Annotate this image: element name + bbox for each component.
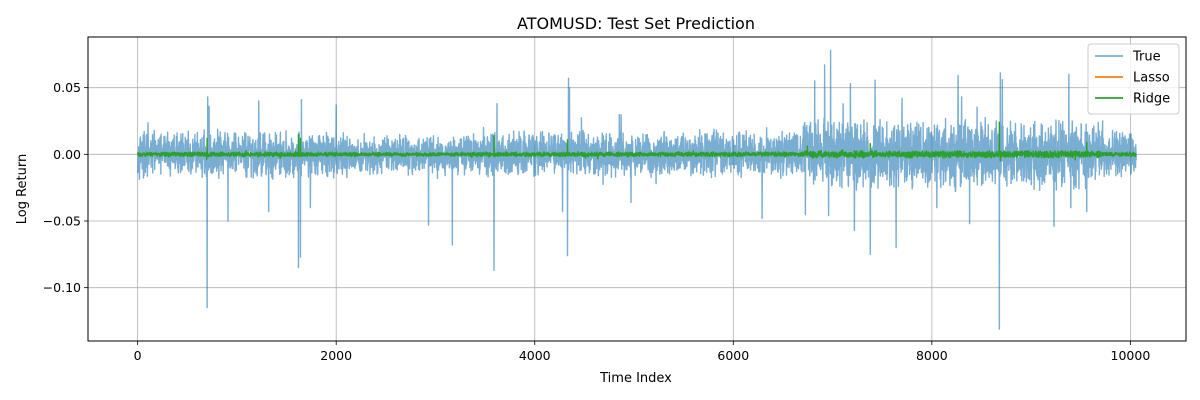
y-tick-label: −0.10 <box>43 280 81 295</box>
x-tick-label: 2000 <box>320 348 352 363</box>
x-axis-ticks: 0 2000 4000 6000 8000 10000 <box>134 341 1151 363</box>
x-tick-label: 10000 <box>1111 348 1151 363</box>
x-tick-label: 6000 <box>717 348 749 363</box>
x-axis-label: Time Index <box>599 371 672 386</box>
series-line-ridge <box>136 121 1137 162</box>
chart-title: ATOMUSD: Test Set Prediction <box>517 14 755 33</box>
y-axis-ticks: −0.10 −0.05 0.00 0.05 <box>43 80 88 295</box>
x-tick-label: 8000 <box>916 348 948 363</box>
legend-label-lasso: Lasso <box>1133 71 1170 86</box>
plot-series <box>136 49 1137 330</box>
y-tick-label: −0.05 <box>43 214 81 229</box>
plot-frame <box>87 36 1187 342</box>
x-tick-label: 0 <box>134 348 142 363</box>
y-tick-label: 0.00 <box>53 147 81 162</box>
legend-label-ridge: Ridge <box>1133 92 1170 107</box>
series-line-true <box>136 49 1137 330</box>
y-tick-label: 0.05 <box>53 80 81 95</box>
grid-lines <box>88 37 1186 341</box>
legend-label-true: True <box>1132 50 1161 65</box>
y-axis-label: Log Return <box>15 154 30 225</box>
x-tick-label: 4000 <box>519 348 551 363</box>
legend-box <box>1087 43 1180 115</box>
legend: True Lasso Ridge <box>1087 43 1180 115</box>
